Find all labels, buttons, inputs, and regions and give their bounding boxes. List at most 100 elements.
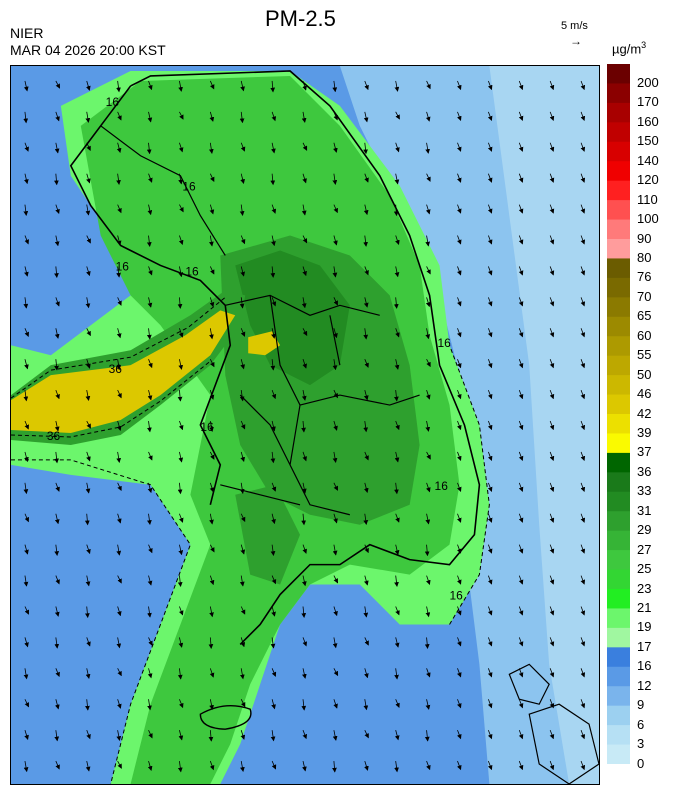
color-legend: [607, 64, 630, 764]
wind-arrow: [24, 513, 29, 523]
wind-arrow: [148, 451, 153, 461]
wind-arrow: [457, 235, 462, 245]
wind-arrow: [270, 637, 276, 649]
wind-arrow: [209, 266, 215, 275]
wind-arrow: [395, 235, 400, 245]
legend-tick-label: 31: [637, 502, 652, 518]
wind-arrow: [580, 760, 586, 771]
legend-swatch: [607, 491, 630, 512]
wind-arrow: [240, 637, 246, 648]
legend-tick-label: 200: [637, 75, 659, 90]
wind-arrow: [86, 235, 91, 244]
wind-arrow: [116, 235, 122, 246]
unit-main: µg/m: [612, 41, 642, 57]
wind-arrow: [580, 730, 586, 740]
wind-arrow: [487, 420, 493, 431]
wind-arrow: [54, 173, 59, 186]
legend-tick-label: 23: [637, 580, 652, 596]
wind-arrow: [549, 637, 555, 647]
wind-arrow: [301, 668, 307, 679]
wind-arrow: [333, 420, 338, 431]
wind-arrow: [271, 420, 276, 432]
wind-arrow: [178, 730, 184, 741]
wind-arrow: [271, 482, 277, 492]
wind-arrow: [116, 266, 121, 278]
legend-swatch: [607, 355, 630, 376]
wind-arrow: [549, 451, 555, 462]
wind-arrow: [270, 544, 276, 557]
wind-arrow: [332, 730, 338, 741]
wind-arrow: [148, 729, 153, 739]
wind-arrow: [518, 544, 524, 554]
legend-tick-label: 76: [637, 269, 652, 285]
wind-arrow: [518, 235, 524, 245]
wind-vector-scale-arrow-icon: →: [570, 34, 582, 48]
wind-arrow: [302, 80, 307, 91]
wind-arrow: [394, 390, 399, 402]
legend-tick-label: 110: [637, 191, 658, 207]
wind-arrow: [86, 328, 91, 337]
wind-arrow: [549, 266, 555, 276]
wind-arrow: [116, 544, 122, 556]
wind-arrow: [364, 668, 369, 679]
legend-swatch: [607, 239, 630, 259]
wind-arrow: [518, 730, 524, 740]
wind-arrow: [302, 359, 307, 369]
wind-arrow: [518, 420, 524, 431]
legend-swatch: [607, 161, 630, 182]
legend-tick-label: 46: [637, 386, 652, 402]
wind-arrow: [518, 513, 524, 523]
wind-arrow: [179, 111, 184, 120]
wind-arrow: [271, 111, 277, 122]
wind-arrow: [457, 142, 462, 152]
wind-arrow: [54, 359, 59, 371]
wind-arrow: [178, 359, 184, 370]
wind-arrow: [332, 637, 338, 649]
legend-swatch: [607, 83, 630, 104]
wind-arrow: [209, 513, 214, 525]
wind-arrow: [146, 142, 152, 155]
wind-arrow: [240, 606, 246, 615]
wind-arrow: [209, 111, 215, 122]
legend-tick-label: 80: [637, 250, 652, 265]
wind-arrow: [117, 482, 122, 492]
contour-label: 16: [438, 336, 452, 350]
legend-swatch: [607, 258, 630, 279]
wind-arrow: [239, 575, 245, 587]
wind-arrow: [54, 544, 60, 557]
wind-arrow: [23, 668, 29, 680]
wind-arrow: [457, 451, 462, 462]
wind-arrow: [580, 204, 586, 214]
wind-arrow: [116, 420, 122, 431]
wind-arrow: [457, 513, 462, 523]
wind-arrow: [85, 297, 91, 309]
wind-arrow: [23, 204, 29, 216]
wind-arrow: [487, 544, 493, 554]
wind-arrow: [55, 389, 60, 400]
wind-arrow: [116, 513, 122, 524]
unit-superscript: 3: [641, 40, 647, 50]
wind-arrow: [271, 668, 277, 677]
wind-arrow: [394, 266, 400, 278]
wind-arrow: [85, 111, 91, 123]
wind-arrow: [333, 297, 338, 306]
wind-arrow: [333, 575, 338, 584]
legend-swatch: [607, 219, 630, 240]
legend-tick-label: 42: [637, 405, 652, 421]
wind-arrow: [84, 513, 90, 526]
wind-arrow: [301, 204, 307, 216]
wind-arrow: [580, 606, 586, 616]
wind-arrow: [24, 637, 29, 648]
wind-arrow: [117, 668, 122, 677]
wind-arrow: [240, 328, 246, 337]
legend-tick-label: 55: [637, 347, 652, 363]
legend-tick-label: 3: [637, 736, 645, 752]
wind-arrow: [549, 297, 555, 307]
wind-arrow: [457, 80, 462, 91]
wind-arrow: [23, 760, 29, 773]
wind-arrow: [549, 235, 555, 245]
wind-arrow: [24, 142, 29, 152]
wind-arrow: [580, 575, 586, 585]
wind-arrow: [333, 142, 338, 153]
wind-arrow: [364, 575, 369, 586]
